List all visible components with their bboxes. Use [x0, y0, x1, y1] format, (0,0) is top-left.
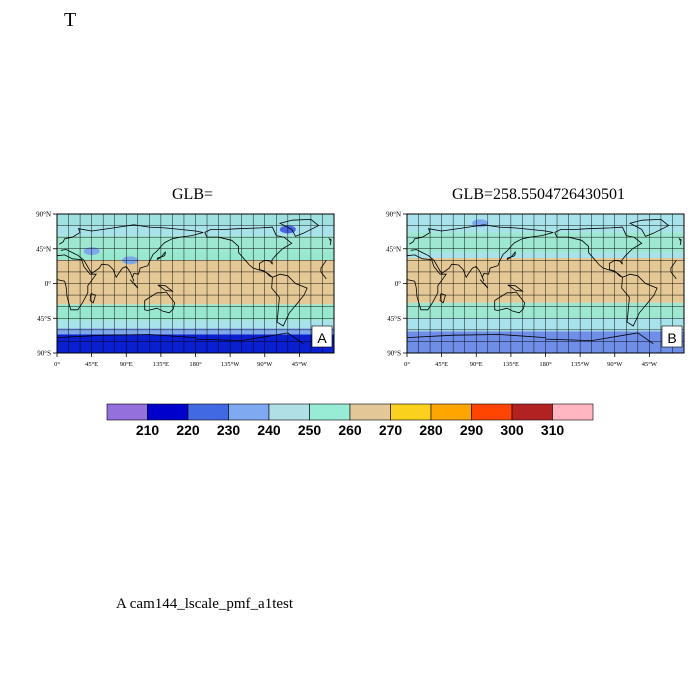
map-area: [57, 214, 334, 353]
colorbar-swatch: [106, 403, 148, 421]
colorbar-label: 290: [460, 422, 484, 438]
coastline: [621, 273, 658, 327]
coastline: [129, 279, 139, 289]
coastline: [328, 237, 332, 245]
coastline: [678, 237, 682, 245]
lon-tick-label: 45°W: [642, 361, 658, 368]
coastline: [204, 226, 293, 278]
lat-tick-label: 45°N: [36, 245, 51, 253]
lat-tick-label: 45°S: [387, 315, 401, 323]
lat-tick-label: 90°S: [387, 350, 401, 358]
coastline: [57, 332, 304, 345]
lon-tick-label: 90°E: [470, 361, 483, 368]
corner-label: B: [667, 330, 676, 346]
colorbar-label: 260: [338, 422, 362, 438]
coastline: [57, 254, 327, 311]
colorbar-swatch: [390, 403, 432, 421]
lat-tick-label: 45°N: [386, 245, 401, 253]
colorbar-swatch: [349, 403, 391, 421]
colorbar-label: 210: [136, 422, 160, 438]
coastline: [156, 251, 166, 260]
coastline: [279, 218, 320, 237]
colorbar-swatch: [471, 403, 513, 421]
colorbar-swatch: [430, 403, 472, 421]
corner-label-box: [311, 325, 333, 348]
colorbar: 210 220 230 240 250 260 270 280 290 300 310: [106, 403, 594, 438]
lon-tick-label: 180°: [539, 361, 552, 368]
coastline: [89, 293, 96, 304]
corner-label: A: [317, 330, 327, 346]
lon-tick-label: 180°: [189, 361, 202, 368]
lat-tick-label: 45°S: [37, 315, 51, 323]
lon-tick-label: 90°W: [257, 361, 273, 368]
figure-title: T: [64, 9, 77, 31]
coastline: [157, 284, 174, 292]
coastline: [407, 254, 677, 311]
case-label: A cam144_lscale_pmf_a1test: [116, 596, 294, 612]
colorbar-label: 280: [419, 422, 443, 438]
map-area: [407, 214, 684, 353]
lon-tick-label: 135°E: [153, 361, 169, 368]
map-panel-b: B90°N45°N0°45°S90°S0° 45°E 90°E 135°E 180° 13…: [386, 211, 685, 368]
coastline: [494, 291, 526, 314]
colorbar-swatch: [552, 403, 594, 421]
colorbar-swatch: [147, 403, 189, 421]
colorbar-swatch: [268, 403, 310, 421]
coastline: [439, 293, 446, 304]
colorbar-swatch: [511, 403, 553, 421]
colorbar-label: 300: [500, 422, 524, 438]
colorbar-swatch: [228, 403, 270, 421]
colorbar-label: 230: [217, 422, 241, 438]
lat-tick-label: 0°: [395, 280, 402, 288]
lat-tick-label: 90°N: [386, 211, 401, 219]
coastline: [507, 284, 524, 292]
coastline: [554, 226, 643, 278]
colorbar-swatch: [309, 403, 351, 421]
colorbar-label: 240: [257, 422, 281, 438]
colorbar-swatch: [187, 403, 229, 421]
lon-tick-label: 45°E: [85, 361, 98, 368]
lon-tick-label: 90°E: [120, 361, 133, 368]
lon-tick-label: 0°: [404, 361, 410, 368]
coastline: [629, 218, 670, 237]
lat-tick-label: 90°S: [37, 350, 51, 358]
coastline: [407, 332, 654, 345]
lat-tick-label: 90°N: [36, 211, 51, 219]
corner-label-box: [661, 325, 683, 348]
colorbar-label: 310: [541, 422, 565, 438]
coastline: [506, 251, 516, 260]
lon-tick-label: 135°W: [571, 361, 590, 368]
lon-tick-label: 45°W: [292, 361, 308, 368]
coastline: [144, 291, 176, 314]
panel-b-title: GLB=258.5504726430501: [452, 186, 626, 203]
lat-tick-label: 0°: [45, 280, 52, 288]
coastline: [479, 279, 489, 289]
lon-tick-label: 45°E: [435, 361, 448, 368]
panel-a-title: GLB=: [172, 186, 214, 203]
lon-tick-label: 90°W: [607, 361, 623, 368]
lon-tick-label: 0°: [54, 361, 60, 368]
colorbar-label: 250: [298, 422, 322, 438]
lon-tick-label: 135°W: [221, 361, 240, 368]
map-panel-a: A90°N45°N0°45°S90°S0° 45°E 90°E 135°E 180° 13…: [36, 211, 335, 368]
coastline: [271, 273, 308, 327]
colorbar-label: 220: [176, 422, 200, 438]
lon-tick-label: 135°E: [503, 361, 519, 368]
colorbar-label: 270: [379, 422, 403, 438]
